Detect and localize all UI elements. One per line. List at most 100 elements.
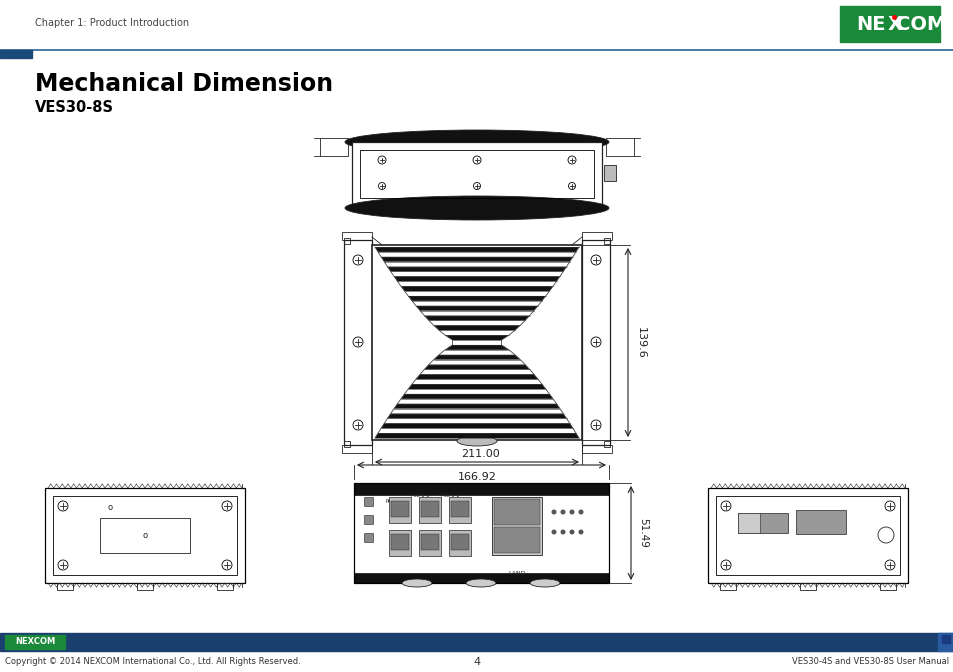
Bar (319, 138, 348, 156)
Bar (391, 534, 409, 550)
Bar (0, 50, 32, 58)
Bar (354, 483, 608, 495)
Text: o: o (108, 503, 112, 513)
Bar (879, 583, 895, 590)
Text: VES30-8S: VES30-8S (35, 100, 113, 115)
Bar (359, 150, 594, 198)
Bar (137, 583, 152, 590)
Bar (707, 488, 907, 583)
Polygon shape (445, 345, 508, 350)
Text: COM: COM (895, 15, 945, 34)
Bar (45, 488, 245, 583)
Circle shape (569, 509, 574, 515)
Text: NE: NE (856, 15, 885, 34)
Text: Chapter 1: Product Introduction: Chapter 1: Product Introduction (35, 18, 189, 28)
Polygon shape (387, 267, 566, 271)
Bar (795, 510, 845, 534)
Polygon shape (408, 296, 545, 301)
Bar (720, 583, 735, 590)
Bar (341, 445, 372, 453)
Bar (57, 583, 73, 590)
Bar (840, 6, 939, 42)
Bar (216, 583, 233, 590)
Bar (494, 527, 539, 553)
Polygon shape (434, 325, 519, 330)
Ellipse shape (456, 436, 497, 446)
Text: Copyright © 2014 NEXCOM International Co., Ltd. All Rights Reserved.: Copyright © 2014 NEXCOM International Co… (5, 657, 300, 666)
Bar (937, 633, 953, 651)
Bar (389, 497, 411, 523)
Bar (418, 497, 440, 523)
Polygon shape (434, 355, 519, 360)
Circle shape (551, 509, 556, 515)
Bar (738, 513, 760, 533)
Bar (344, 238, 350, 244)
Ellipse shape (345, 130, 608, 154)
Polygon shape (400, 286, 553, 291)
Bar (581, 240, 609, 445)
Ellipse shape (530, 579, 559, 587)
Bar (800, 583, 815, 590)
Bar (449, 497, 471, 523)
Circle shape (578, 509, 583, 515)
Bar (603, 441, 609, 447)
Polygon shape (394, 276, 559, 282)
Ellipse shape (401, 579, 432, 587)
Polygon shape (381, 423, 572, 428)
Bar (5, 635, 65, 649)
Text: VES30-4S and VES30-8S User Manual: VES30-4S and VES30-8S User Manual (791, 657, 948, 666)
Text: 211.00: 211.00 (461, 449, 500, 459)
Bar (418, 530, 440, 556)
Bar (364, 497, 373, 506)
Text: Mechanical Dimension: Mechanical Dimension (35, 72, 333, 96)
Bar (581, 232, 612, 240)
Bar (53, 496, 236, 575)
Bar (0, 633, 953, 651)
Polygon shape (400, 394, 553, 398)
Bar (372, 245, 581, 440)
Bar (389, 530, 411, 556)
Text: PoE 1-1: PoE 1-1 (411, 493, 429, 498)
Polygon shape (424, 364, 529, 370)
Polygon shape (408, 384, 545, 389)
Ellipse shape (465, 579, 496, 587)
Polygon shape (375, 247, 578, 252)
Bar (391, 501, 409, 517)
Bar (494, 499, 539, 525)
Polygon shape (387, 413, 566, 419)
Bar (603, 238, 609, 244)
Bar (344, 240, 372, 445)
Ellipse shape (345, 196, 608, 220)
Polygon shape (416, 374, 537, 379)
Bar (941, 635, 949, 643)
Bar (605, 138, 634, 156)
Polygon shape (445, 335, 508, 340)
Text: PoE: PoE (386, 499, 395, 504)
Text: 4: 4 (473, 657, 480, 667)
Circle shape (560, 509, 565, 515)
Text: 51.49: 51.49 (638, 518, 647, 548)
Bar (716, 496, 899, 575)
Bar (354, 573, 608, 583)
Bar (344, 441, 350, 447)
Polygon shape (416, 306, 537, 310)
Text: o: o (142, 532, 148, 540)
Circle shape (578, 530, 583, 534)
Bar (449, 530, 471, 556)
Text: LAND: LAND (508, 571, 525, 576)
Circle shape (551, 530, 556, 534)
Circle shape (560, 530, 565, 534)
Bar (364, 533, 373, 542)
Bar (420, 501, 438, 517)
Bar (354, 483, 608, 583)
Text: PoE 1-1: PoE 1-1 (440, 493, 459, 498)
Circle shape (569, 530, 574, 534)
Text: 166.92: 166.92 (457, 472, 496, 482)
Polygon shape (381, 257, 572, 261)
Text: NEXCOM: NEXCOM (15, 638, 55, 646)
Bar (364, 515, 373, 524)
Polygon shape (394, 404, 559, 409)
Text: X: X (887, 15, 902, 34)
Bar (100, 518, 190, 553)
Bar (451, 534, 469, 550)
